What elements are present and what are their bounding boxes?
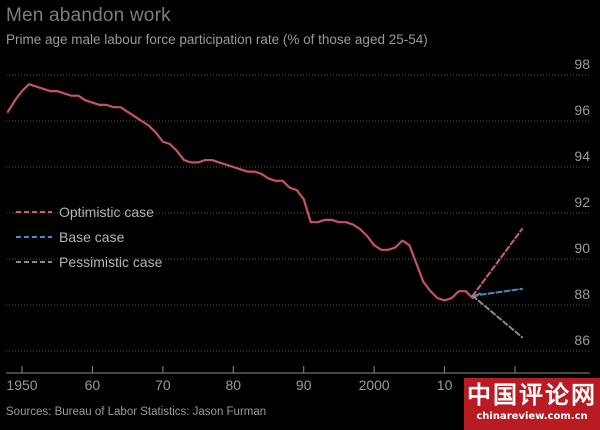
y-tick-label-88: 88 [574,286,590,302]
legend-label-base-case: Base case [59,229,125,245]
watermark-chinese-text: 中国评论网 [467,381,597,409]
series-line-pessimistic-case [471,294,523,339]
chart-title: Men abandon work [6,5,171,26]
gridlines [6,74,590,374]
y-tick-label-92: 92 [574,194,590,210]
series-line-base-case [471,287,523,297]
y-tick-label-90: 90 [574,240,590,256]
y-tick-label-98: 98 [574,56,590,72]
y-tick-label-94: 94 [574,148,590,164]
chart-subtitle: Prime age male labour force participatio… [6,32,428,47]
x-tick-label-1990: 90 [296,377,312,393]
x-tick-label-2000: 2000 [359,377,390,393]
x-tick-label-2010: 10 [437,377,453,393]
source-note: Sources: Bureau of Labor Statistics: Jas… [6,406,267,418]
x-tick-label-1980: 80 [225,377,241,393]
x-tick-label-1970: 70 [155,377,171,393]
y-tick-label-86: 86 [574,332,590,348]
legend-label-pessimistic-case: Pessimistic case [59,254,163,270]
x-tick-label-1960: 60 [85,377,101,393]
x-tick-label-1950: 1950 [6,377,37,393]
y-tick-label-96: 96 [574,102,590,118]
legend-label-optimistic-case: Optimistic case [59,204,154,220]
series-line-historical [6,83,481,302]
series-lines [6,83,523,339]
legend: Optimistic case Base case Pessimistic case [16,204,163,270]
watermark-logo: 中国评论网 chinareview.com.cn [464,378,600,430]
y-axis-tick-labels: 86 88 90 92 94 96 98 [574,56,590,348]
watermark-url-text: chinareview.com.cn [476,411,588,422]
x-axis-tick-labels: 19506070809020001020 [6,377,523,393]
series-line-optimistic-case [471,228,523,297]
